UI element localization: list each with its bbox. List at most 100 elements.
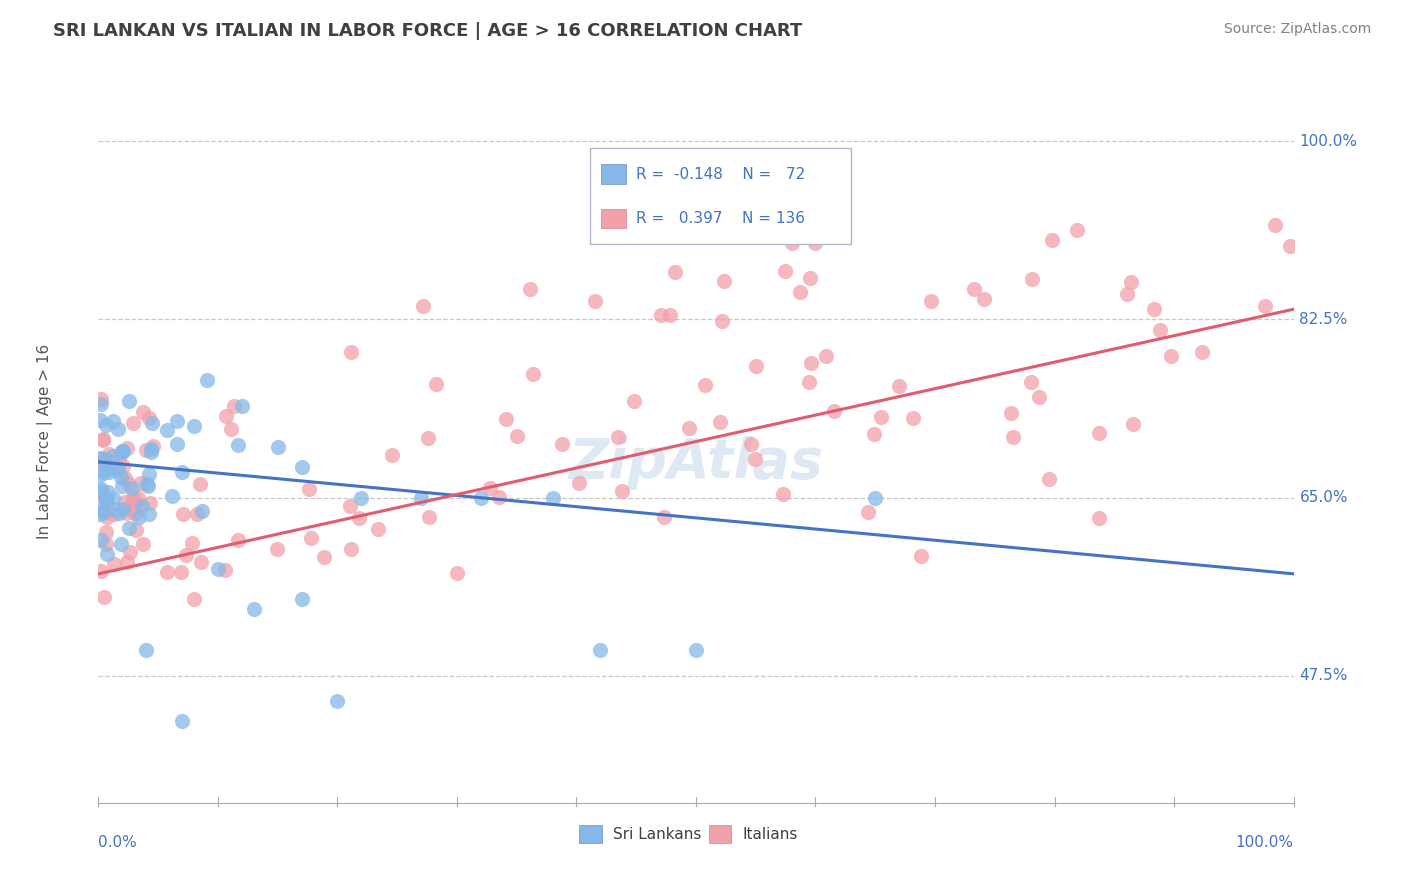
Point — [589, 643, 612, 657]
Point — [186, 508, 208, 522]
Point — [138, 467, 160, 481]
Text: ZipAtlas: ZipAtlas — [568, 436, 824, 491]
Point — [115, 441, 138, 455]
Point — [1122, 417, 1144, 431]
Point — [862, 427, 884, 442]
Point — [183, 419, 205, 434]
Point — [745, 359, 768, 374]
Point — [94, 452, 117, 467]
Point — [124, 506, 146, 520]
Text: Italians: Italians — [742, 827, 797, 841]
Point — [118, 521, 141, 535]
Point — [231, 399, 253, 413]
Text: R =  -0.148    N =   72: R = -0.148 N = 72 — [637, 167, 806, 182]
Point — [963, 282, 986, 296]
Point — [135, 476, 157, 491]
Point — [110, 537, 132, 551]
Point — [93, 432, 115, 446]
Point — [856, 505, 879, 519]
Point — [112, 502, 135, 516]
Point — [1264, 218, 1286, 232]
Point — [910, 549, 932, 564]
Point — [478, 481, 501, 495]
Point — [551, 437, 574, 451]
Point — [136, 479, 159, 493]
Point — [101, 491, 124, 505]
Point — [97, 485, 120, 500]
Point — [101, 414, 124, 428]
Point — [103, 557, 125, 571]
Text: 0.0%: 0.0% — [98, 836, 138, 850]
Point — [135, 442, 157, 457]
Point — [111, 444, 134, 458]
Point — [299, 531, 322, 545]
Point — [267, 440, 290, 454]
Point — [91, 433, 114, 447]
Point — [156, 424, 179, 438]
Point — [350, 491, 373, 505]
Point — [1021, 272, 1043, 286]
Point — [89, 451, 111, 466]
Point — [160, 489, 183, 503]
Point — [607, 429, 630, 443]
Point — [568, 476, 591, 491]
Point — [505, 428, 527, 442]
Point — [94, 492, 117, 507]
Point — [124, 506, 146, 520]
Point — [142, 439, 165, 453]
Point — [1254, 299, 1277, 313]
Point — [804, 236, 827, 251]
Point — [98, 465, 121, 479]
Point — [312, 549, 335, 564]
Point — [89, 457, 111, 471]
Point — [1000, 406, 1022, 420]
Point — [664, 265, 686, 279]
Point — [1040, 233, 1063, 247]
Point — [122, 493, 145, 508]
Text: 100.0%: 100.0% — [1236, 836, 1294, 850]
Point — [889, 379, 911, 393]
Point — [685, 643, 707, 657]
Point — [135, 643, 157, 657]
Point — [90, 533, 112, 548]
Point — [125, 523, 148, 537]
Point — [583, 293, 606, 308]
Point — [713, 274, 735, 288]
Point — [107, 506, 129, 520]
Point — [226, 438, 249, 452]
Point — [1002, 430, 1025, 444]
Point — [1115, 286, 1137, 301]
Point — [90, 482, 112, 496]
Point — [122, 416, 145, 430]
Point — [172, 714, 194, 729]
Point — [138, 507, 160, 521]
Point — [495, 412, 517, 426]
Point — [98, 447, 121, 461]
Point — [797, 375, 820, 389]
Point — [156, 565, 179, 579]
Point — [172, 507, 194, 521]
Point — [94, 492, 117, 507]
Point — [127, 491, 149, 505]
Point — [1143, 302, 1166, 317]
Point — [90, 484, 112, 499]
Point — [1066, 223, 1088, 237]
Point — [1191, 345, 1213, 359]
Point — [138, 410, 160, 425]
Point — [107, 460, 129, 475]
Point — [623, 393, 645, 408]
Point — [111, 459, 134, 474]
Point — [103, 502, 125, 516]
Point — [1088, 511, 1111, 525]
Point — [108, 450, 131, 465]
Point — [166, 414, 188, 428]
Point — [90, 487, 112, 501]
Point — [772, 487, 794, 501]
Point — [901, 411, 924, 425]
Point — [744, 452, 766, 467]
Point — [141, 416, 163, 430]
Point — [90, 392, 112, 407]
Point — [326, 694, 349, 708]
Point — [291, 460, 314, 475]
Point — [197, 373, 219, 387]
